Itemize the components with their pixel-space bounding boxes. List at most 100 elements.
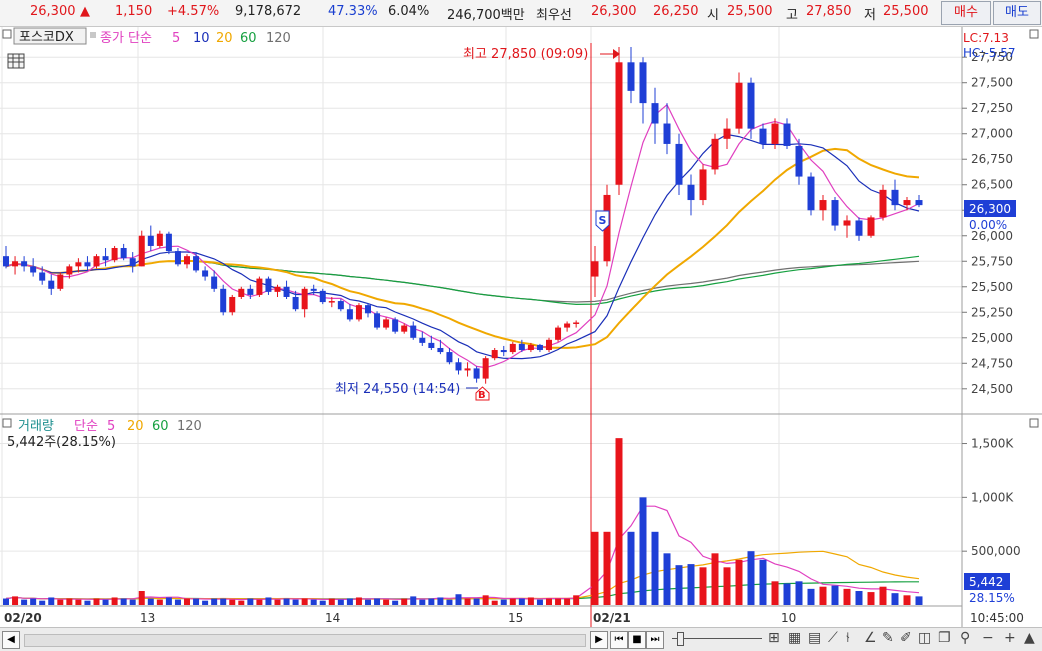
pen-icon[interactable]: ✎ (882, 630, 894, 646)
candle-body (573, 322, 580, 324)
copy-icon[interactable]: ❐ (938, 630, 951, 646)
time-axis-labels: 02/20 13 14 15 02/21 10 10:45:00 (4, 611, 1024, 625)
candle-body (711, 138, 719, 170)
zoom-in-icon[interactable]: + (1004, 630, 1016, 646)
scroll-left-button[interactable]: ◀ (2, 631, 20, 649)
price-tick-label: 26,000 (971, 229, 1013, 243)
candle-body (229, 296, 236, 313)
magnifier-icon[interactable]: ⚲ (960, 630, 971, 646)
volume-bar (75, 599, 82, 605)
current-volume-box (964, 573, 1010, 590)
volume-bar (174, 599, 181, 605)
price-panel-close-icon[interactable] (1029, 29, 1039, 39)
candle-body (12, 261, 19, 267)
volume-bar (903, 595, 911, 605)
stop-button[interactable]: ■ (628, 631, 646, 649)
fibo-icon[interactable]: ⫮ (846, 630, 850, 646)
volume-bar (473, 598, 480, 605)
table-icon[interactable] (7, 53, 25, 69)
ma60-label: 60 (240, 31, 257, 46)
volume-bar (771, 581, 779, 605)
scroll-right-button[interactable]: ▶ (590, 631, 608, 649)
candle-body (174, 251, 181, 265)
eraser-icon[interactable]: ◫ (918, 630, 932, 646)
volume-bar (855, 591, 863, 605)
zoom-fit-icon[interactable]: ▲ (1024, 630, 1035, 646)
skip-back-button[interactable]: ⏮ (610, 631, 628, 649)
candle-body (48, 280, 55, 289)
candle-body (274, 286, 281, 292)
volume-bar (229, 599, 236, 605)
candle-body (211, 276, 218, 289)
trendline-icon[interactable]: ⟋ (828, 630, 838, 646)
current-price-tag: 26,300 (969, 202, 1011, 216)
price-tick-label: 24,500 (971, 382, 1013, 396)
skip-forward-button[interactable]: ⏭ (646, 631, 664, 649)
candle-body (75, 262, 82, 267)
candle-body (819, 200, 827, 211)
zoom-slider-handle[interactable] (677, 632, 684, 646)
max-arrow-icon (613, 49, 620, 59)
candle-body (292, 296, 299, 310)
volume-bar (464, 598, 471, 605)
time-label: 10:45:00 (970, 611, 1024, 625)
candle-body (699, 169, 707, 201)
candle-body (771, 123, 779, 144)
volume-bar (518, 598, 525, 605)
candle-body (138, 235, 145, 267)
ma5-label: 5 (172, 31, 180, 46)
volume-bar (843, 588, 851, 605)
volume-bar (603, 531, 611, 605)
zoom-slider-track[interactable] (672, 638, 762, 639)
stock-name-box[interactable] (13, 27, 87, 45)
min-annotation: 최저 24,550 (14:54) (335, 382, 460, 397)
price-tick-label: 27,250 (971, 101, 1013, 115)
draw-icon[interactable]: ✐ (900, 630, 912, 646)
buy-button[interactable]: 매수 (941, 1, 991, 25)
volume-bar (102, 599, 109, 605)
candle-body (500, 350, 507, 353)
volume-bar (819, 586, 827, 605)
volume-bar (129, 599, 136, 605)
candle-body (437, 347, 444, 353)
candle-body (310, 288, 317, 291)
candle-body (238, 288, 245, 297)
price-legend-prefix: 종가 단순 (100, 31, 152, 46)
grid-icon[interactable]: ▦ (788, 630, 802, 646)
candle-body (247, 288, 254, 295)
lc-label: LC:7.13 (963, 31, 1009, 45)
candle-body (129, 258, 136, 267)
volume-panel-close-icon[interactable] (1029, 418, 1039, 428)
candle-body (66, 266, 73, 275)
angle-icon[interactable]: ∠ (864, 630, 877, 646)
volume-tick-label: 1,000K (971, 490, 1014, 504)
open-price: 25,500 (727, 4, 773, 19)
zoom-out-icon[interactable]: − (982, 630, 994, 646)
volume-label: 거래량 (18, 419, 54, 434)
panel-toggle-icon[interactable] (2, 29, 12, 39)
ma10-label: 10 (193, 31, 210, 46)
stock-chart[interactable]: 27,75027,50027,25027,00026,75026,50026,2… (0, 27, 1042, 627)
volume-tick-label: 1,500K (971, 437, 1014, 451)
volume-bar (120, 598, 127, 605)
candle-body (867, 217, 875, 236)
pattern-icon[interactable]: ▤ (808, 630, 822, 646)
volume-toggle-icon[interactable] (2, 418, 12, 428)
low-label: 저 (864, 8, 876, 23)
candle-body (891, 189, 899, 206)
candle-body (491, 350, 498, 359)
volume-bar (301, 598, 308, 605)
candle-body (410, 325, 417, 338)
scroll-track[interactable] (24, 634, 586, 647)
candle-body (855, 220, 863, 236)
candle-body (283, 286, 290, 297)
crosshair-icon[interactable]: ⊞ (768, 630, 780, 646)
time-label: 13 (140, 611, 155, 625)
volume-bar (111, 597, 118, 605)
volume-bar (84, 600, 91, 605)
sell-button[interactable]: 매도 (993, 1, 1041, 25)
candle-body (639, 62, 647, 104)
candle-body (337, 301, 344, 310)
candle-body (102, 256, 109, 261)
volume-bar (202, 600, 209, 605)
